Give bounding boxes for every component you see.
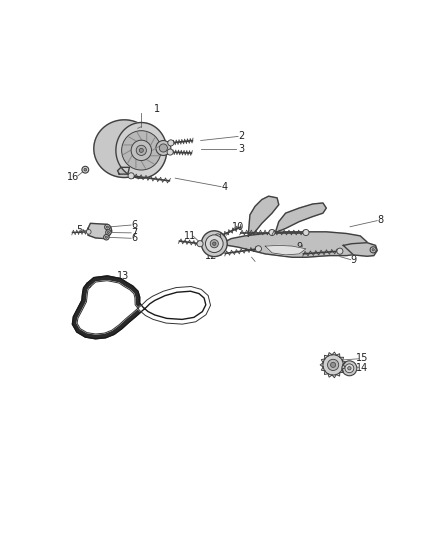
Text: 7: 7: [131, 228, 138, 238]
Circle shape: [104, 235, 109, 240]
Text: 2: 2: [238, 131, 244, 141]
Text: 14: 14: [356, 362, 368, 373]
Circle shape: [323, 354, 343, 375]
Text: 11: 11: [184, 231, 197, 241]
Circle shape: [86, 229, 91, 234]
Text: 3: 3: [238, 144, 244, 154]
Text: 5: 5: [76, 225, 82, 235]
Polygon shape: [343, 243, 377, 256]
Circle shape: [337, 248, 343, 254]
Polygon shape: [94, 120, 155, 177]
Text: 8: 8: [378, 215, 384, 225]
Circle shape: [342, 361, 357, 376]
Circle shape: [84, 168, 87, 171]
Circle shape: [370, 247, 376, 253]
Circle shape: [212, 242, 216, 245]
Text: 10: 10: [232, 222, 244, 232]
Circle shape: [159, 144, 167, 152]
Circle shape: [107, 231, 110, 233]
Polygon shape: [116, 123, 167, 178]
Polygon shape: [88, 223, 112, 239]
Circle shape: [122, 131, 161, 170]
Polygon shape: [72, 276, 206, 339]
Circle shape: [105, 236, 107, 238]
Circle shape: [197, 241, 203, 247]
Polygon shape: [77, 281, 211, 334]
Circle shape: [210, 240, 219, 248]
Polygon shape: [276, 203, 326, 232]
Circle shape: [131, 140, 152, 160]
Text: 4: 4: [222, 182, 227, 192]
Text: 12: 12: [205, 251, 217, 261]
Circle shape: [205, 235, 223, 253]
Circle shape: [106, 230, 111, 235]
Circle shape: [82, 166, 88, 173]
Text: 6: 6: [131, 220, 138, 230]
Circle shape: [348, 367, 351, 370]
Text: 13: 13: [117, 271, 129, 281]
Text: 6: 6: [131, 233, 138, 243]
Circle shape: [156, 141, 171, 156]
Circle shape: [328, 359, 339, 370]
Circle shape: [215, 234, 221, 240]
Text: 9: 9: [350, 255, 357, 265]
Text: 15: 15: [356, 353, 368, 363]
Circle shape: [201, 231, 227, 256]
Circle shape: [269, 229, 275, 236]
Circle shape: [106, 226, 109, 228]
Polygon shape: [224, 232, 367, 257]
Circle shape: [331, 362, 336, 367]
Text: 9: 9: [296, 242, 302, 252]
Circle shape: [167, 149, 173, 155]
Circle shape: [128, 173, 134, 179]
Circle shape: [303, 229, 309, 236]
Circle shape: [345, 364, 354, 373]
Circle shape: [372, 248, 374, 251]
Text: 1: 1: [154, 104, 159, 114]
Circle shape: [255, 246, 261, 252]
Circle shape: [105, 224, 110, 230]
Circle shape: [168, 140, 174, 146]
Circle shape: [139, 148, 143, 152]
Circle shape: [136, 146, 146, 156]
Text: 16: 16: [67, 172, 80, 182]
Polygon shape: [248, 196, 279, 236]
Polygon shape: [117, 167, 130, 174]
Polygon shape: [265, 245, 306, 255]
